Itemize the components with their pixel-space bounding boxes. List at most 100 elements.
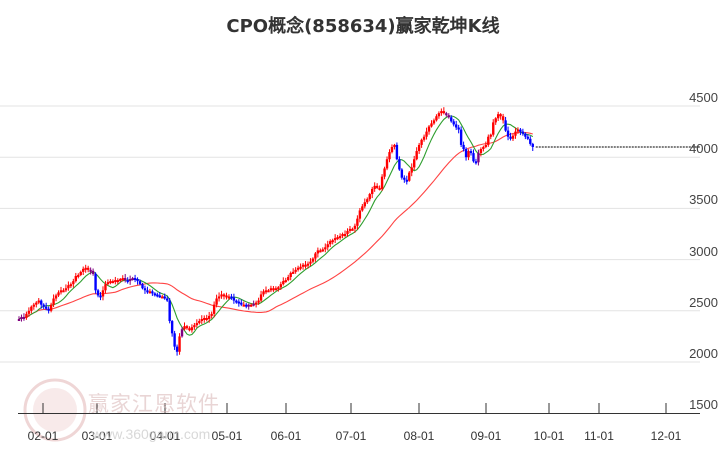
watermark-seal-icon: [23, 378, 87, 442]
candle-body: [405, 179, 408, 182]
candle-body: [158, 295, 161, 298]
candle-body: [185, 326, 189, 329]
candle-body: [86, 267, 90, 270]
candle-body: [425, 131, 428, 137]
candle-body: [373, 185, 376, 189]
candle-body: [511, 135, 515, 139]
candle-body: [262, 291, 265, 295]
candle-body: [79, 271, 82, 275]
candle-body: [193, 325, 196, 328]
candle-body: [472, 153, 475, 162]
candle-body: [321, 249, 325, 252]
candle-body: [74, 275, 78, 282]
candle-body: [84, 267, 87, 270]
candle-body: [136, 279, 139, 282]
candle-body: [215, 298, 218, 305]
candle-body: [128, 279, 132, 282]
candle-body: [489, 134, 492, 137]
candle-body: [180, 329, 184, 337]
candle-body: [178, 336, 181, 352]
candle-body: [109, 281, 112, 284]
candle-body: [94, 273, 97, 291]
candle-body: [358, 210, 362, 219]
candle-body: [309, 261, 312, 264]
candle-body: [454, 124, 458, 128]
candle-body: [207, 315, 211, 319]
candle-body: [509, 136, 512, 139]
y-tick-label: 4500: [689, 90, 718, 105]
candle-body: [291, 271, 295, 274]
candle-body: [514, 131, 517, 136]
candle-body: [356, 218, 359, 226]
candle-body: [314, 253, 317, 259]
candle-body: [40, 300, 43, 305]
candle-body: [225, 295, 228, 298]
candle-body: [501, 116, 505, 121]
candle-body: [284, 280, 287, 283]
candle-body: [294, 269, 297, 272]
candle-body: [430, 123, 433, 127]
y-tick-label: 4000: [689, 141, 718, 157]
candle-body: [469, 151, 473, 154]
candle-body: [324, 247, 327, 250]
candle-body: [351, 228, 354, 231]
candle-body: [175, 346, 179, 352]
candle-body: [363, 202, 366, 207]
candle-body: [227, 296, 231, 299]
candle-body: [319, 250, 322, 253]
candle-body: [267, 290, 270, 293]
candle-body: [440, 111, 443, 114]
candle-body: [138, 281, 142, 285]
candle-body: [49, 304, 53, 311]
candle-body: [131, 278, 134, 281]
y-tick-label: 1500: [689, 397, 718, 413]
candle-body: [249, 304, 253, 307]
candle-body: [188, 328, 191, 331]
candle-body: [413, 159, 416, 168]
candle-body: [252, 303, 255, 306]
candle-body: [492, 122, 495, 135]
candle-body: [72, 281, 75, 285]
chart-title: CPO概念(858634)赢家乾坤K线: [226, 16, 500, 37]
candle-body: [198, 321, 201, 324]
candle-body: [25, 313, 28, 318]
candle-body: [47, 308, 50, 311]
candle-body: [143, 288, 147, 291]
candle-body: [114, 280, 117, 283]
candle-body: [390, 146, 394, 153]
candle-body: [64, 288, 68, 291]
candle-body: [57, 292, 60, 296]
candle-body: [27, 310, 31, 314]
candle-body: [526, 136, 530, 139]
candle-body: [477, 153, 480, 163]
candle-body: [464, 149, 468, 158]
candle-body: [346, 230, 349, 234]
candle-body: [259, 294, 263, 301]
candle-body: [437, 113, 441, 117]
candle-body: [329, 241, 332, 245]
candle-body: [361, 206, 364, 211]
candle-body: [230, 296, 233, 299]
x-tick-label: 11-01: [584, 429, 614, 443]
ma-long-line: [18, 131, 533, 320]
ma-short-line: [18, 115, 534, 336]
candle-body: [371, 188, 374, 195]
candle-body: [299, 266, 302, 269]
x-tick-label: 09-01: [470, 429, 502, 443]
candle-body: [366, 199, 369, 203]
candle-body: [393, 144, 396, 147]
candle-body: [254, 302, 258, 305]
candle-body: [529, 138, 532, 144]
candle-body: [161, 296, 164, 299]
watermark-seal-inner: [33, 388, 77, 432]
candle-body: [289, 272, 292, 278]
candle-body: [499, 114, 502, 117]
candle-body: [422, 136, 426, 140]
candle-body: [183, 326, 186, 330]
candle-body: [398, 159, 401, 170]
candle-body: [146, 290, 149, 293]
candle-body: [170, 321, 174, 334]
x-tick-label: 08-01: [403, 429, 435, 443]
candle-body: [232, 297, 236, 301]
